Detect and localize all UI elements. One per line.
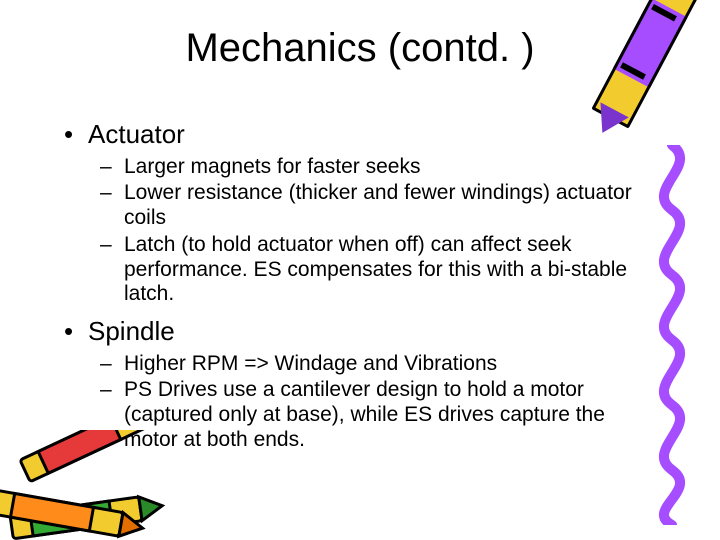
bullet-actuator: Actuator — [60, 118, 650, 151]
bullet-spindle: Spindle — [60, 315, 650, 348]
squiggle-icon — [642, 145, 702, 525]
slide-body: Actuator Larger magnets for faster seeks… — [60, 110, 650, 455]
crayons-bottom-icon — [0, 430, 210, 540]
slide: Mechanics (contd. ) Actuator Larger magn… — [0, 0, 720, 540]
subbullet-resistance: Lower resistance (thicker and fewer wind… — [60, 181, 650, 231]
subbullet-rpm: Higher RPM => Windage and Vibrations — [60, 352, 650, 377]
subbullet-latch: Latch (to hold actuator when off) can af… — [60, 233, 650, 307]
subbullet-magnets: Larger magnets for faster seeks — [60, 155, 650, 180]
